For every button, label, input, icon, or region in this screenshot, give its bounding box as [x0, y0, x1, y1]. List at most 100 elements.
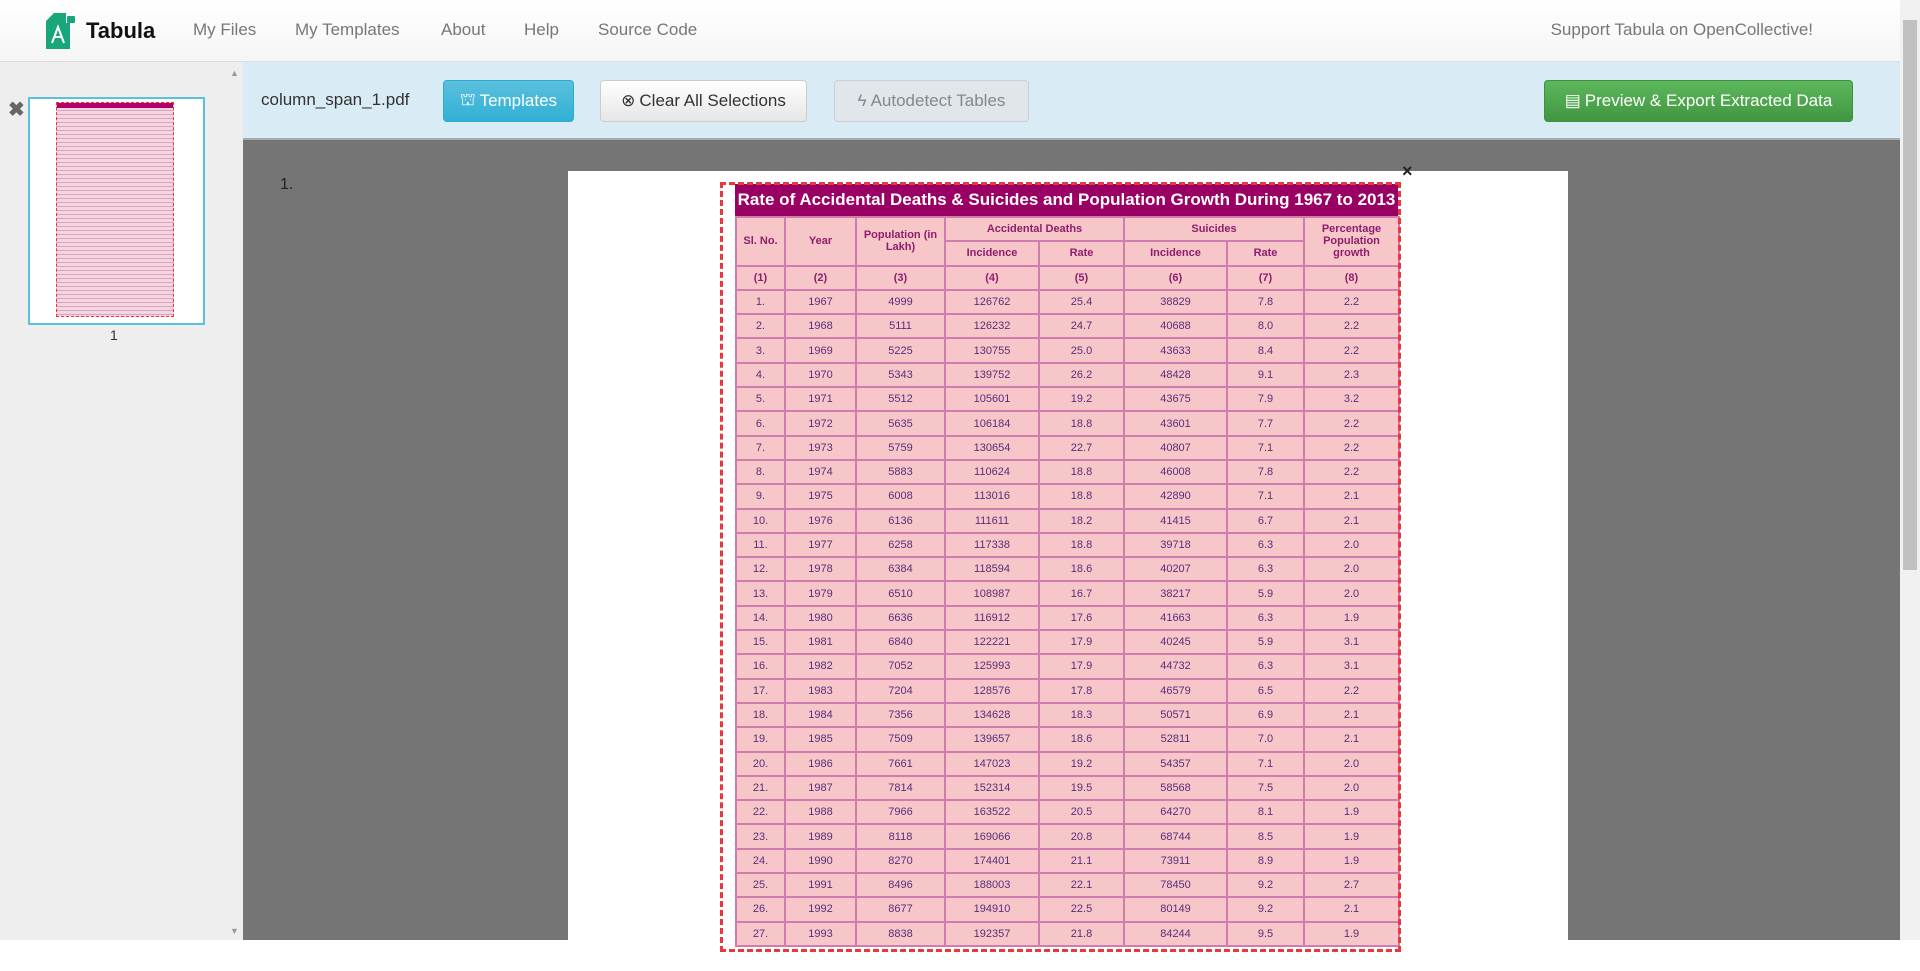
table-cell: 1971 — [784, 386, 857, 413]
table-cell: 18.2 — [1038, 507, 1125, 534]
page-scrollbar[interactable] — [1900, 0, 1920, 940]
column-number: (2) — [784, 264, 857, 291]
table-cell: 130654 — [944, 434, 1040, 461]
templates-button[interactable]: ⛫ Templates — [443, 80, 574, 122]
table-cell: 2.1 — [1303, 726, 1400, 753]
table-cell: 188003 — [944, 872, 1040, 899]
table-cell: 22.1 — [1038, 872, 1125, 899]
table-cell: 1967 — [784, 288, 857, 316]
nav-my-files[interactable]: My Files — [193, 20, 257, 39]
table-cell: 1980 — [784, 604, 857, 632]
table-cell: 1981 — [784, 629, 857, 656]
autodetect-tables-button[interactable]: ϟ Autodetect Tables — [834, 80, 1029, 122]
remove-selection-icon[interactable]: × — [1402, 161, 1413, 181]
table-row: 24. 1990 8270 174401 21.1 73911 8.9 1.9 — [735, 847, 1400, 875]
table-cell: 8.5 — [1226, 823, 1305, 850]
table-row: 9. 1975 6008 113016 18.8 42890 7.1 2.1 — [735, 483, 1400, 510]
table-cell: 1990 — [784, 847, 857, 875]
table-cell: 23. — [735, 823, 786, 850]
table-cell: 1.9 — [1303, 920, 1400, 947]
table-cell: 5. — [735, 386, 786, 413]
table-cell: 7814 — [855, 774, 946, 802]
table-cell: 5.9 — [1226, 629, 1305, 656]
table-cell: 5.9 — [1226, 580, 1305, 607]
table-row: 7. 1973 5759 130654 22.7 40807 7.1 2.2 — [735, 434, 1400, 461]
table-cell: 8. — [735, 458, 786, 486]
table-cell: 1992 — [784, 896, 857, 923]
table-cell: 54357 — [1123, 750, 1228, 777]
table-cell: 6384 — [855, 556, 946, 583]
table-row: 6. 1972 5635 106184 18.8 43601 7.7 2.2 — [735, 410, 1400, 437]
table-cell: 7.8 — [1226, 458, 1305, 486]
thumbnail-preview — [56, 102, 174, 317]
table-cell: 20.5 — [1038, 799, 1125, 826]
support-link[interactable]: Support Tabula on OpenCollective! — [1550, 20, 1813, 39]
table-cell: 5883 — [855, 458, 946, 486]
brand-name[interactable]: Tabula — [86, 18, 156, 43]
table-cell: 117338 — [944, 531, 1040, 559]
top-navbar: Tabula My Files My Templates About Help … — [0, 0, 1900, 62]
autodetect-label: Autodetect Tables — [870, 91, 1006, 110]
table-cell: 43601 — [1123, 410, 1228, 437]
table-cell: 147023 — [944, 750, 1040, 777]
table-row: 5. 1971 5512 105601 19.2 43675 7.9 3.2 — [735, 386, 1400, 413]
nav-my-templates[interactable]: My Templates — [295, 20, 400, 39]
table-row: 8. 1974 5883 110624 18.8 46008 7.8 2.2 — [735, 458, 1400, 486]
table-cell: 12. — [735, 556, 786, 583]
table-cell: 1.9 — [1303, 823, 1400, 850]
header-growth: Percentage Population growth — [1303, 216, 1400, 267]
table-cell: 19. — [735, 726, 786, 753]
table-cell: 18.8 — [1038, 458, 1125, 486]
table-cell: 20. — [735, 750, 786, 777]
table-cell: 3.2 — [1303, 386, 1400, 413]
table-row: 16. 1982 7052 125993 17.9 44732 6.3 3.1 — [735, 653, 1400, 680]
remove-page-icon[interactable]: ✖ — [8, 99, 25, 121]
page-thumbnails-sidebar: ✖ 1 — [0, 62, 243, 940]
clear-all-selections-button[interactable]: ⊗ Clear All Selections — [600, 80, 807, 122]
nav-about[interactable]: About — [441, 20, 486, 39]
table-cell: 1983 — [784, 677, 857, 704]
scroll-up-icon[interactable]: ▲ — [230, 68, 239, 78]
table-cell: 46008 — [1123, 458, 1228, 486]
table-cell: 20.8 — [1038, 823, 1125, 850]
table-row: 22. 1988 7966 163522 20.5 64270 8.1 1.9 — [735, 799, 1400, 826]
table-cell: 6.9 — [1226, 701, 1305, 729]
table-cell: 1977 — [784, 531, 857, 559]
nav-source-code[interactable]: Source Code — [598, 20, 698, 39]
table-cell: 8838 — [855, 920, 946, 947]
table-cell: 1.9 — [1303, 847, 1400, 875]
table-cell: 139657 — [944, 726, 1040, 753]
table-cell: 11. — [735, 531, 786, 559]
table-cell: 1974 — [784, 458, 857, 486]
table-cell: 15. — [735, 629, 786, 656]
table-cell: 39718 — [1123, 531, 1228, 559]
table-cell: 5225 — [855, 337, 946, 364]
filename: column_span_1.pdf — [261, 90, 410, 109]
page-thumbnail[interactable] — [28, 97, 205, 325]
table-cell: 17.9 — [1038, 629, 1125, 656]
table-cell: 1979 — [784, 580, 857, 607]
tabula-logo-icon[interactable] — [46, 13, 76, 49]
table-cell: 64270 — [1123, 799, 1228, 826]
preview-export-button[interactable]: ▤ Preview & Export Extracted Data — [1544, 80, 1853, 122]
table-cell: 14. — [735, 604, 786, 632]
table-cell: 1986 — [784, 750, 857, 777]
page-label: 1. — [280, 176, 294, 193]
table-cell: 84244 — [1123, 920, 1228, 947]
table-row: 12. 1978 6384 118594 18.6 40207 6.3 2.0 — [735, 556, 1400, 583]
scroll-down-icon[interactable]: ▼ — [230, 926, 239, 936]
table-cell: 7204 — [855, 677, 946, 704]
table-cell: 5759 — [855, 434, 946, 461]
scrollbar-thumb[interactable] — [1903, 20, 1917, 570]
sidebar-scrollbar[interactable]: ▲ ▼ — [226, 62, 243, 940]
table-cell: 6258 — [855, 531, 946, 559]
header-accidental-incidence: Incidence — [944, 240, 1040, 267]
table-cell: 8270 — [855, 847, 946, 875]
nav-help[interactable]: Help — [524, 20, 559, 39]
table-cell: 40207 — [1123, 556, 1228, 583]
table-row: 20. 1986 7661 147023 19.2 54357 7.1 2.0 — [735, 750, 1400, 777]
table-cell: 18.8 — [1038, 483, 1125, 510]
table-cell: 6008 — [855, 483, 946, 510]
table-cell: 5512 — [855, 386, 946, 413]
table-cell: 13. — [735, 580, 786, 607]
